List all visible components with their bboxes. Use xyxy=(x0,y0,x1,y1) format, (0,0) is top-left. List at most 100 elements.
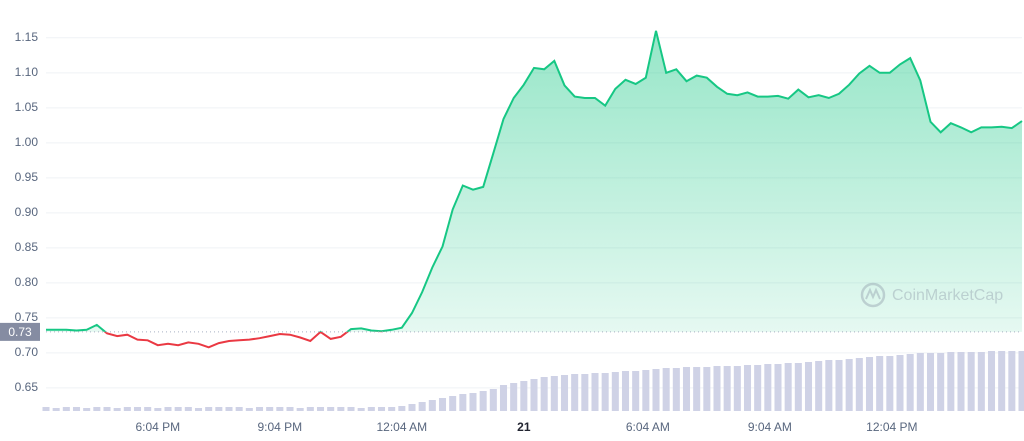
x-tick-label: 9:04 AM xyxy=(748,420,792,434)
volume-bar xyxy=(377,407,386,411)
y-tick-label: 1.10 xyxy=(15,65,39,79)
volume-bar xyxy=(306,407,314,411)
volume-bar xyxy=(438,398,447,411)
volume-bar xyxy=(886,356,894,411)
volume-bar xyxy=(367,407,375,411)
volume-bar xyxy=(947,352,955,411)
volume-bar xyxy=(113,408,121,411)
watermark-text: CoinMarketCap xyxy=(892,287,1003,304)
y-tick-label: 0.70 xyxy=(15,345,39,359)
volume-bar xyxy=(123,407,131,411)
volume-bar xyxy=(632,371,640,411)
x-tick-label: 12:04 PM xyxy=(866,420,917,434)
volume-bar xyxy=(906,354,914,411)
volume-bar xyxy=(479,391,487,411)
volume-bar xyxy=(174,407,182,411)
volume-bar xyxy=(1018,351,1024,411)
volume-bar xyxy=(662,368,670,411)
volume-bar xyxy=(469,393,477,411)
volume-bar xyxy=(83,408,91,411)
y-tick-label: 1.00 xyxy=(15,135,39,149)
volume-bar xyxy=(865,357,874,411)
volume-bar xyxy=(682,367,691,411)
volume-bar xyxy=(916,353,924,411)
volume-bar xyxy=(560,375,569,411)
volume-bar xyxy=(225,407,233,411)
volume-bar xyxy=(316,407,325,411)
volume-bar xyxy=(642,370,650,411)
volume-bar xyxy=(937,353,945,411)
volume-bar xyxy=(337,407,345,411)
volume-bar xyxy=(520,381,528,411)
volume-bar xyxy=(164,407,172,411)
watermark: CoinMarketCap xyxy=(860,282,1003,308)
price-line-down xyxy=(103,331,384,349)
y-tick-label: 0.80 xyxy=(15,275,39,289)
volume-bar xyxy=(876,356,884,411)
volume-bar xyxy=(408,404,416,411)
volume-bar xyxy=(723,366,731,411)
volume-bar xyxy=(184,407,192,411)
volume-bar xyxy=(388,407,396,411)
volume-bar xyxy=(42,407,50,411)
reference-label: 0.73 xyxy=(8,325,32,339)
y-tick-label: 1.15 xyxy=(15,30,39,44)
volume-bar xyxy=(601,373,609,411)
volume-bar xyxy=(754,365,762,411)
volume-bar xyxy=(652,369,660,411)
volume-bar xyxy=(733,366,741,411)
volume-bar xyxy=(144,407,152,411)
volume-bar xyxy=(245,408,253,411)
volume-bar xyxy=(550,376,558,411)
volume-bar xyxy=(489,389,497,411)
x-tick-label: 6:04 AM xyxy=(626,420,670,434)
volume-bar xyxy=(459,394,467,411)
volume-bar xyxy=(591,373,599,411)
volume-bar xyxy=(205,407,213,411)
volume-bar xyxy=(347,407,355,411)
volume-bar xyxy=(703,367,711,411)
volume-bar xyxy=(286,407,294,411)
x-tick-label: 12:04 AM xyxy=(376,420,427,434)
x-tick-label: 21 xyxy=(517,420,531,434)
volume-bar xyxy=(357,408,365,411)
volume-bar xyxy=(764,364,772,411)
volume-bar xyxy=(611,372,619,411)
volume-bar xyxy=(133,407,142,411)
volume-bar xyxy=(774,364,782,411)
volume-bar xyxy=(967,352,975,411)
reference-label-box xyxy=(0,322,40,341)
y-tick-label: 1.05 xyxy=(15,100,39,114)
volume-bar xyxy=(449,396,457,411)
volume-bar xyxy=(743,365,752,411)
volume-bar xyxy=(1008,351,1016,411)
volume-bar xyxy=(825,360,833,411)
volume-bar xyxy=(815,361,823,411)
volume-bar xyxy=(540,377,548,411)
y-tick-label: 0.85 xyxy=(15,240,39,254)
volume-bar xyxy=(896,355,904,411)
volume-bar xyxy=(266,407,274,411)
volume-bar xyxy=(235,407,243,411)
volume-bar xyxy=(835,360,843,411)
volume-bar xyxy=(926,353,935,411)
volume-bar xyxy=(794,363,802,411)
volume-bar xyxy=(255,407,264,411)
volume-bar xyxy=(672,368,680,411)
x-tick-label: 6:04 PM xyxy=(135,420,180,434)
volume-bar xyxy=(510,383,518,411)
price-line-up xyxy=(46,30,1023,332)
volume-bar xyxy=(93,407,101,411)
volume-bar xyxy=(398,406,406,411)
volume-bar xyxy=(72,407,81,411)
volume-bar xyxy=(987,351,996,411)
volume-bar xyxy=(804,362,813,411)
volume-bar xyxy=(62,407,70,411)
volume-bar xyxy=(957,352,965,411)
volume-bar xyxy=(52,408,60,411)
volume-bar xyxy=(693,367,701,411)
volume-bar xyxy=(581,374,589,411)
volume-bar xyxy=(418,402,426,411)
x-tick-label: 9:04 PM xyxy=(257,420,302,434)
